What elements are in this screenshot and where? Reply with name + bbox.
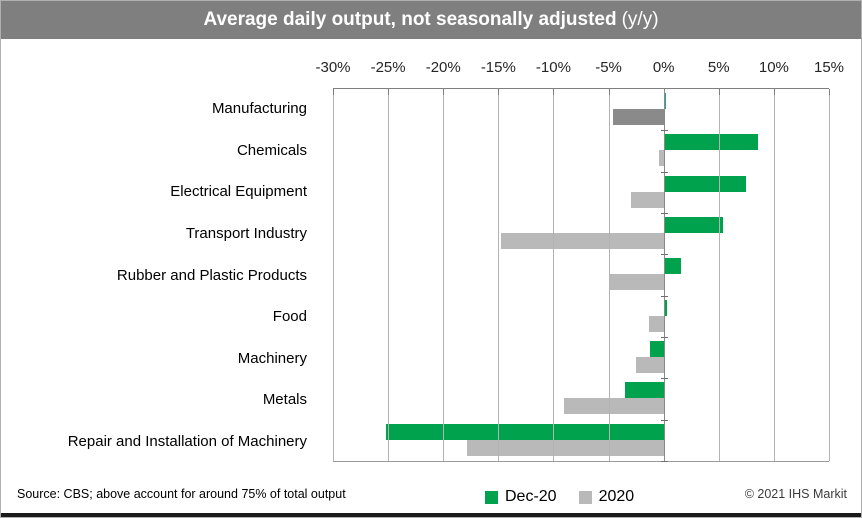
category-axis-labels: Manufacturing Chemicals Electrical Equipme… [1, 88, 321, 462]
bar-row [333, 172, 829, 213]
bar-row [333, 130, 829, 171]
gridline [498, 89, 500, 461]
bar-rows [333, 89, 829, 461]
gridline [388, 89, 390, 461]
bar-row [333, 420, 829, 461]
category-axis-tick [660, 461, 668, 462]
gridline [829, 89, 830, 461]
x-axis-tick-mark [333, 89, 334, 95]
bar-2020 [649, 315, 664, 332]
gridline [333, 89, 334, 461]
x-axis-tick-label: 10% [758, 59, 789, 76]
bar-dec-20 [663, 175, 747, 192]
bar-2020 [630, 191, 664, 208]
legend-item-2020: 2020 [578, 488, 635, 506]
x-axis-tick-mark [718, 89, 720, 95]
category-axis-tick [660, 419, 668, 421]
x-axis-tick-mark [829, 89, 830, 95]
category-label: Electrical Equipment [170, 183, 307, 201]
category-label: Manufacturing [211, 100, 307, 118]
bar-dec-20 [663, 216, 724, 233]
legend-swatch [578, 490, 592, 504]
chart-title: Average daily output, not seasonally adj… [203, 9, 617, 30]
bar-row [333, 378, 829, 419]
bar-2020 [467, 439, 664, 456]
bar-row [333, 213, 829, 254]
x-axis-tick-mark [498, 89, 500, 95]
category-label: Chemicals [236, 141, 307, 159]
bar-2020 [659, 150, 664, 167]
x-axis-tick-mark [553, 89, 555, 95]
x-axis-tick-label: 15% [813, 59, 845, 76]
bar-dec-20 [663, 93, 666, 109]
gridline [718, 89, 720, 461]
x-axis-tick-label: -30% [315, 59, 351, 76]
zero-baseline [663, 89, 665, 461]
category-axis-tick [660, 130, 668, 132]
legend-item-dec-20: Dec-20 [485, 488, 557, 506]
chart-title-suffix: (y/y) [621, 9, 659, 30]
bar-row [333, 296, 829, 337]
legend-label: Dec-20 [505, 488, 557, 505]
bar-dec-20 [663, 134, 759, 151]
source-note: Source: CBS; above account for around 75… [17, 487, 346, 501]
gridline [608, 89, 610, 461]
category-axis-tick [660, 254, 668, 256]
category-label: Transport Industry [185, 224, 307, 242]
bar-row [333, 337, 829, 378]
bar-dec-20 [625, 382, 664, 399]
x-axis-tick-mark [773, 89, 775, 95]
bar-dec-20 [663, 258, 682, 275]
x-axis-tick-label: -15% [480, 59, 516, 76]
chart-title-bar: Average daily output, not seasonally adj… [1, 1, 861, 39]
x-axis-tick-label: -10% [535, 59, 571, 76]
x-axis-tick-mark [388, 89, 390, 95]
bar-dec-20 [663, 299, 667, 316]
x-axis-tick-label: 5% [707, 59, 730, 76]
category-label: Repair and Installation of Machinery [67, 432, 307, 450]
x-axis-tick-label: -20% [425, 59, 461, 76]
bar-2020 [564, 398, 664, 415]
category-axis-tick [660, 378, 668, 380]
x-axis-tick-label: 0% [652, 59, 675, 76]
category-axis-tick [660, 213, 668, 214]
x-axis-tick-mark [608, 89, 610, 95]
bar-dec-20 [385, 423, 664, 440]
bar-2020 [608, 274, 664, 291]
category-axis-tick [660, 295, 668, 297]
bar-dec-20 [650, 340, 664, 357]
bar-2020 [612, 109, 664, 125]
category-label: Machinery [237, 349, 307, 367]
gridline [773, 89, 775, 461]
legend-swatch [485, 490, 498, 504]
x-axis-tick-mark [443, 89, 445, 95]
bar-2020 [636, 356, 664, 373]
x-axis-tick-labels: -30% -25% -20% -15% -10% -5% 0% 5% 10% 15% [315, 59, 844, 81]
legend: Dec-20 2020 [485, 488, 634, 506]
bar-2020 [500, 232, 664, 249]
copyright-note: © 2021 IHS Markit [744, 487, 847, 501]
gridline [443, 89, 445, 461]
category-label: Rubber and Plastic Products [116, 266, 307, 284]
gridline [553, 89, 555, 461]
category-label: Food [272, 308, 307, 326]
category-axis-tick [660, 337, 668, 338]
category-axis-tick [660, 171, 668, 173]
category-label: Metals [262, 391, 307, 409]
x-axis-tick-label: -25% [370, 59, 406, 76]
bar-row [333, 254, 829, 295]
bar-row [333, 89, 829, 130]
x-axis-tick-label: -5% [595, 59, 622, 76]
legend-label: 2020 [598, 488, 635, 505]
plot-area [333, 88, 830, 462]
bottom-border-bar [1, 513, 861, 517]
